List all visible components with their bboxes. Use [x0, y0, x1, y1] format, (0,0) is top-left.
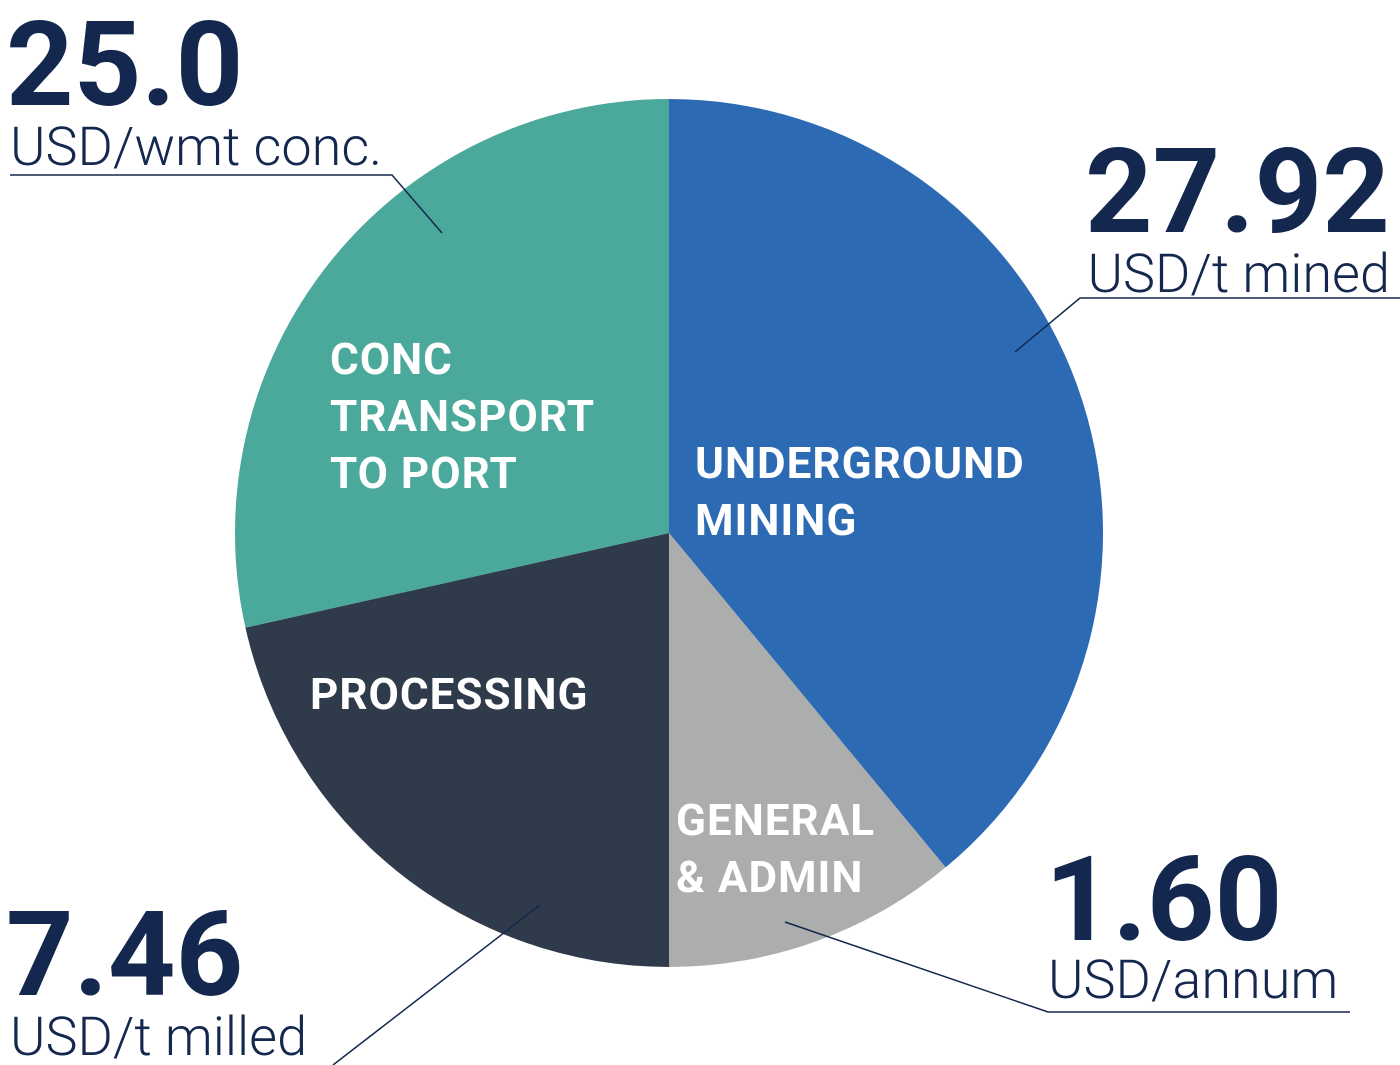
- callout-unit: USD/annum: [1048, 949, 1338, 1012]
- slice-label: PROCESSING: [310, 668, 589, 720]
- leader-line: [10, 174, 443, 234]
- callout-figure: 1.60: [1045, 831, 1282, 969]
- callout-unit: USD/t milled: [10, 1006, 307, 1065]
- slice-label: UNDERGROUND MINING: [695, 437, 1025, 546]
- pie-slice: [669, 533, 946, 967]
- pie-slice: [234, 99, 669, 628]
- callout-unit: USD/t mined: [1087, 243, 1390, 306]
- slice-label: GENERAL & ADMIN: [676, 794, 876, 903]
- leader-line: [784, 921, 1350, 1013]
- callout-figure: 7.46: [6, 886, 243, 1024]
- pie-slice: [669, 99, 1103, 868]
- callout-figure: 25.0: [6, 0, 243, 134]
- leader-line: [1014, 297, 1400, 353]
- slice-label: CONC TRANSPORT TO PORT: [330, 333, 594, 499]
- pie-slice: [245, 533, 669, 967]
- leader-line: [332, 904, 541, 1065]
- callout-figure: 27.92: [1085, 123, 1390, 261]
- callout-unit: USD/wmt conc.: [10, 116, 382, 179]
